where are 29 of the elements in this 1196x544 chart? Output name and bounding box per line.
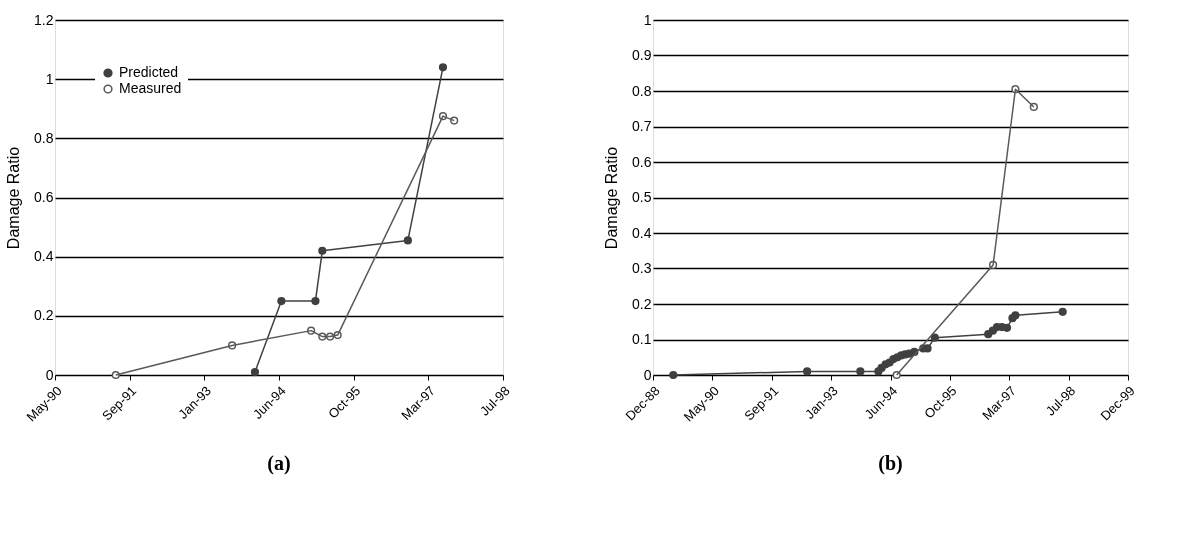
y-axis-title: Damage Ratio bbox=[603, 146, 621, 250]
point bbox=[1058, 307, 1067, 316]
y-tick-label: 0 bbox=[45, 366, 54, 383]
y-tick-label: 1 bbox=[643, 11, 652, 28]
y-tick-label: 0 bbox=[643, 366, 652, 383]
point bbox=[669, 370, 678, 380]
point bbox=[250, 367, 260, 377]
legend-label: Measured bbox=[119, 80, 182, 96]
y-axis-title: Damage Ratio bbox=[5, 146, 23, 250]
y-tick-label: 0.8 bbox=[34, 129, 54, 146]
text: (b) bbox=[878, 451, 903, 475]
point bbox=[438, 63, 448, 72]
point bbox=[803, 367, 812, 376]
y-tick-label: 0.6 bbox=[632, 153, 652, 170]
y-tick-label: 0.2 bbox=[632, 295, 652, 312]
y-tick-label: 0.3 bbox=[632, 260, 652, 276]
y-tick-label: 0.2 bbox=[34, 307, 54, 324]
y-tick-label: 1.2 bbox=[34, 11, 54, 28]
y-tick-label: 0.4 bbox=[34, 248, 54, 265]
y-tick-label: 0.8 bbox=[632, 82, 652, 99]
y-tick-label: 0.9 bbox=[632, 47, 652, 63]
text: (a) bbox=[267, 451, 291, 475]
y-tick-label: 0.6 bbox=[34, 189, 54, 205]
y-tick-label: 0.7 bbox=[632, 118, 652, 134]
y-tick-label: 0.5 bbox=[632, 189, 652, 205]
legend-label: Predicted bbox=[119, 64, 179, 80]
y-tick-label: 1 bbox=[45, 70, 54, 87]
y-tick-label: 0.1 bbox=[632, 331, 652, 347]
y-tick-label: 0.4 bbox=[632, 224, 652, 241]
